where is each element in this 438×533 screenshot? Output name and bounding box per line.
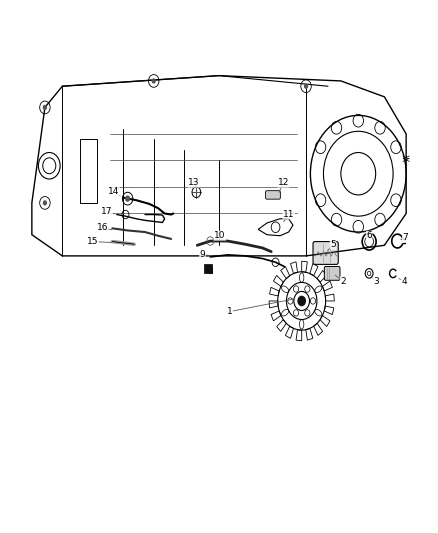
Bar	[204, 264, 212, 273]
Text: 16: 16	[97, 223, 108, 232]
Text: 8: 8	[208, 268, 213, 276]
Text: 11: 11	[283, 210, 294, 219]
Text: 5: 5	[330, 240, 336, 249]
Text: 1: 1	[227, 307, 233, 316]
Text: 9: 9	[200, 251, 205, 260]
Circle shape	[152, 78, 156, 84]
Circle shape	[304, 84, 308, 89]
Text: 6: 6	[366, 231, 372, 240]
Text: 14: 14	[108, 187, 120, 196]
Text: 3: 3	[373, 277, 378, 286]
Text: 10: 10	[214, 231, 226, 240]
Circle shape	[297, 296, 306, 306]
Text: 2: 2	[340, 277, 346, 286]
Circle shape	[43, 105, 47, 110]
Circle shape	[125, 196, 130, 202]
Circle shape	[43, 200, 47, 206]
Text: 17: 17	[101, 207, 113, 216]
Text: 15: 15	[87, 237, 99, 246]
Text: 7: 7	[403, 233, 408, 242]
Text: 4: 4	[401, 277, 407, 286]
Text: 12: 12	[278, 178, 289, 187]
FancyBboxPatch shape	[324, 266, 340, 280]
Text: 13: 13	[188, 178, 199, 187]
FancyBboxPatch shape	[265, 191, 280, 199]
FancyBboxPatch shape	[313, 241, 338, 264]
